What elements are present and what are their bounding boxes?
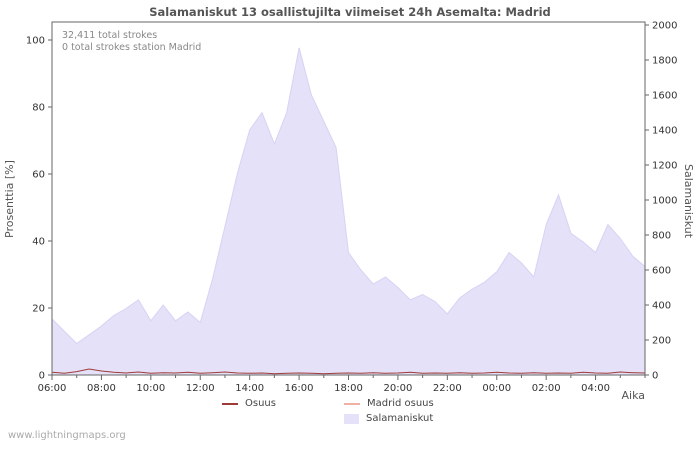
right-axis-tick-label: 200 [652,336,671,347]
madrid-osuus-line-swatch [344,402,360,405]
left-axis-tick-label: 100 [26,36,45,47]
left-axis-tick-label: 20 [32,304,45,315]
station-strokes-annotation: 0 total strokes station Madrid [62,42,202,53]
legend-item-osuus: Osuus [222,398,344,409]
watermark: www.lightningmaps.org [8,430,126,441]
right-axis-tick-label: 0 [652,371,658,382]
right-axis-tick-label: 1000 [652,196,677,207]
x-axis-tick-label: 04:00 [581,383,610,394]
legend-item-madrid-osuus: Madrid osuus [344,398,434,409]
total-strokes-annotation: 32,411 total strokes [62,30,158,41]
legend-label-osuus: Osuus [245,398,276,409]
legend-label-madrid-osuus: Madrid osuus [367,398,434,409]
right-axis-tick-label: 600 [652,266,671,277]
osuus-line-swatch [222,402,238,405]
left-axis-tick-label: 60 [32,170,45,181]
chart-title: Salamaniskut 13 osallistujilta viimeiset… [149,5,551,19]
x-axis-tick-label: 22:00 [433,383,462,394]
salamaniskut-area-swatch [344,413,359,424]
osuus-line-series [51,368,646,375]
right-axis-tick-label: 2000 [652,21,677,32]
right-axis-tick-label: 1600 [652,91,677,102]
x-axis-tick-label: 18:00 [334,383,363,394]
left-axis-tick-label: 0 [39,371,45,382]
x-axis-tick-label: 06:00 [38,383,67,394]
right-axis-tick-label: 1200 [652,161,677,172]
x-axis-tick-label: 12:00 [186,383,215,394]
right-axis-tick-label: 400 [652,301,671,312]
left-axis-tick-label: 40 [32,237,45,248]
right-axis-tick-label: 800 [652,231,671,242]
salamaniskut-area-series [51,47,646,376]
x-axis-title: Aika [621,389,646,402]
x-axis-tick-label: 10:00 [136,383,165,394]
x-axis-tick-label: 16:00 [285,383,314,394]
right-axis-title: Salamaniskut [682,163,695,239]
x-axis-tick-label: 08:00 [87,383,116,394]
left-axis-title: Prosenttia [%] [3,160,16,238]
legend: Osuus Madrid osuus Salamaniskut [222,398,434,424]
left-axis-tick-label: 80 [32,103,45,114]
x-axis-tick-label: 14:00 [235,383,264,394]
x-axis-tick-label: 00:00 [482,383,511,394]
right-axis-tick-label: 1400 [652,126,677,137]
right-axis-tick-label: 1800 [652,56,677,67]
x-axis-tick-label: 02:00 [532,383,561,394]
x-axis-tick-label: 20:00 [384,383,413,394]
legend-item-salamaniskut: Salamaniskut [344,413,434,424]
legend-label-salamaniskut: Salamaniskut [366,413,434,424]
